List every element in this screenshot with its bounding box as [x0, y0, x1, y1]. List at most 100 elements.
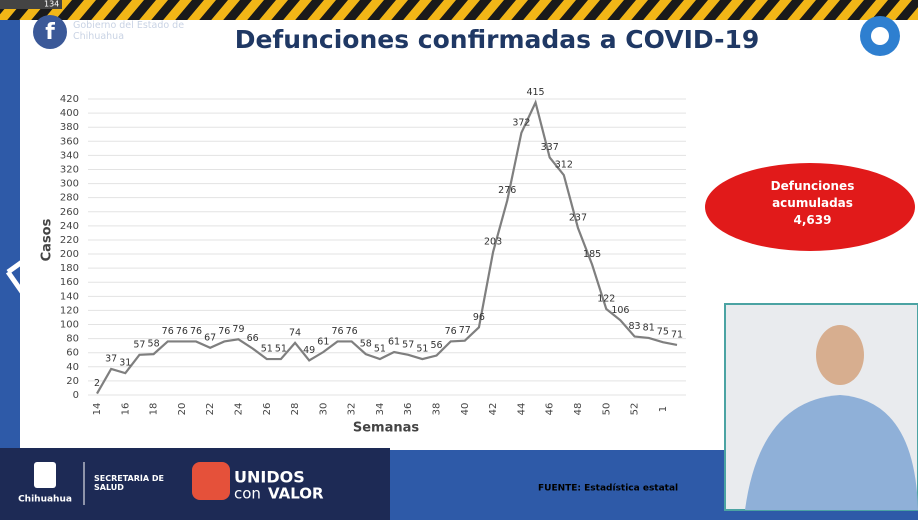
footer-dept: SECRETARÍA DE SALUD — [94, 474, 164, 492]
data-label: 337 — [541, 142, 559, 153]
dept-box: SECRETARÍA DE SALUD — [94, 474, 164, 492]
x-tick-label: 14 — [92, 403, 103, 416]
data-label: 76 — [176, 326, 188, 337]
y-tick-label: 220 — [60, 235, 79, 246]
y-tick-label: 200 — [60, 249, 79, 260]
data-label: 57 — [133, 339, 145, 350]
x-tick-label: 50 — [601, 403, 612, 416]
source-note: FUENTE: Estadística estatal — [538, 484, 678, 494]
y-tick-label: 160 — [60, 277, 79, 288]
x-tick-label: 16 — [120, 403, 131, 416]
data-label: 76 — [331, 326, 343, 337]
x-tick-label: 1 — [658, 406, 669, 412]
chart-title: Defunciones confirmadas a COVID-19 — [235, 25, 760, 54]
x-tick-label: 30 — [318, 403, 329, 416]
data-label: 237 — [569, 212, 587, 223]
y-tick-label: 380 — [60, 122, 79, 133]
total-badge — [705, 163, 915, 251]
y-tick-label: 20 — [66, 376, 79, 387]
data-label: 79 — [232, 324, 244, 335]
y-tick-label: 300 — [60, 179, 79, 190]
data-label: 106 — [611, 305, 629, 316]
fb-icon — [33, 15, 67, 49]
total-label: Defunciones acumuladas — [770, 179, 855, 210]
stripe-band — [0, 0, 918, 20]
y-tick-label: 60 — [66, 348, 79, 359]
y-tick-label: 40 — [66, 362, 79, 373]
data-label: 75 — [657, 327, 669, 338]
data-label: 56 — [430, 340, 442, 351]
data-label: 96 — [473, 312, 485, 323]
data-label: 372 — [512, 117, 530, 128]
data-label: 415 — [526, 87, 544, 98]
data-label: 66 — [247, 333, 259, 344]
x-tick-label: 18 — [149, 403, 160, 416]
y-tick-label: 140 — [60, 291, 79, 302]
x-axis-label: Semanas — [353, 421, 420, 436]
y-tick-label: 180 — [60, 263, 79, 274]
channel-logo-inner — [871, 27, 889, 45]
data-label: 76 — [218, 326, 230, 337]
data-label: 76 — [190, 326, 202, 337]
data-label: 58 — [360, 339, 372, 350]
data-label: 122 — [597, 294, 615, 305]
data-label: 203 — [484, 236, 502, 247]
data-label: 312 — [555, 160, 573, 171]
y-tick-label: 280 — [60, 193, 79, 204]
brand-1: UNIDOS — [234, 468, 305, 487]
x-tick-label: 34 — [375, 403, 386, 416]
y-tick-label: 360 — [60, 136, 79, 147]
x-tick-label: 52 — [630, 403, 641, 416]
data-line — [96, 99, 678, 395]
data-label: 31 — [119, 358, 131, 369]
data-label: 74 — [289, 327, 301, 338]
gov-name: Gobierno del Estado de Chihuahua — [73, 20, 185, 42]
data-label: 185 — [583, 249, 601, 260]
footer-state: Chihuahua — [18, 495, 72, 505]
data-label: 76 — [445, 326, 457, 337]
data-label: 67 — [204, 332, 216, 343]
y-tick-label: 340 — [60, 150, 79, 161]
y-tick-label: 80 — [66, 334, 79, 345]
data-label: 58 — [148, 339, 160, 350]
x-tick-label: 28 — [290, 403, 301, 416]
x-tick-label: 44 — [516, 403, 527, 416]
data-label: 81 — [643, 322, 655, 333]
data-label: 51 — [261, 344, 273, 355]
data-label: 51 — [374, 344, 386, 355]
data-label: 51 — [275, 344, 287, 355]
data-label: 49 — [303, 345, 315, 356]
x-tick-label: 22 — [205, 403, 216, 416]
x-tick-label: 24 — [233, 403, 244, 416]
x-tick-label: 36 — [403, 403, 414, 416]
data-label: 51 — [416, 344, 428, 355]
y-tick-label: 240 — [60, 221, 79, 232]
data-label: 2 — [94, 378, 100, 389]
gov-box: Gobierno del Estado de Chihuahua — [73, 20, 185, 42]
state-shield — [34, 462, 56, 488]
prev-arrow[interactable] — [5, 259, 25, 294]
brand-3: VALOR — [268, 485, 324, 503]
x-tick-label: 48 — [573, 403, 584, 416]
viewer-badge — [0, 0, 62, 9]
viewer-count: 134 — [44, 0, 59, 9]
x-tick-label: 40 — [460, 403, 471, 416]
x-tick-label: 20 — [177, 403, 188, 416]
y-tick-label: 260 — [60, 207, 79, 218]
x-tick-label: 46 — [545, 403, 556, 416]
data-label: 77 — [459, 325, 471, 336]
y-tick-label: 120 — [60, 305, 79, 316]
data-label: 37 — [105, 353, 117, 364]
y-axis-label: Casos — [40, 218, 55, 261]
data-label: 76 — [346, 326, 358, 337]
x-tick-label: 38 — [432, 403, 443, 416]
interpreter-body — [745, 395, 918, 510]
y-tick-label: 0 — [73, 390, 79, 401]
x-tick-label: 42 — [488, 403, 499, 416]
brand-2: con — [234, 485, 261, 503]
data-label: 71 — [671, 329, 683, 340]
x-tick-label: 32 — [347, 403, 358, 416]
total-box: Defunciones acumuladas 4,639 — [770, 179, 855, 227]
fb-letter: f — [45, 20, 55, 45]
y-tick-label: 420 — [60, 94, 79, 105]
